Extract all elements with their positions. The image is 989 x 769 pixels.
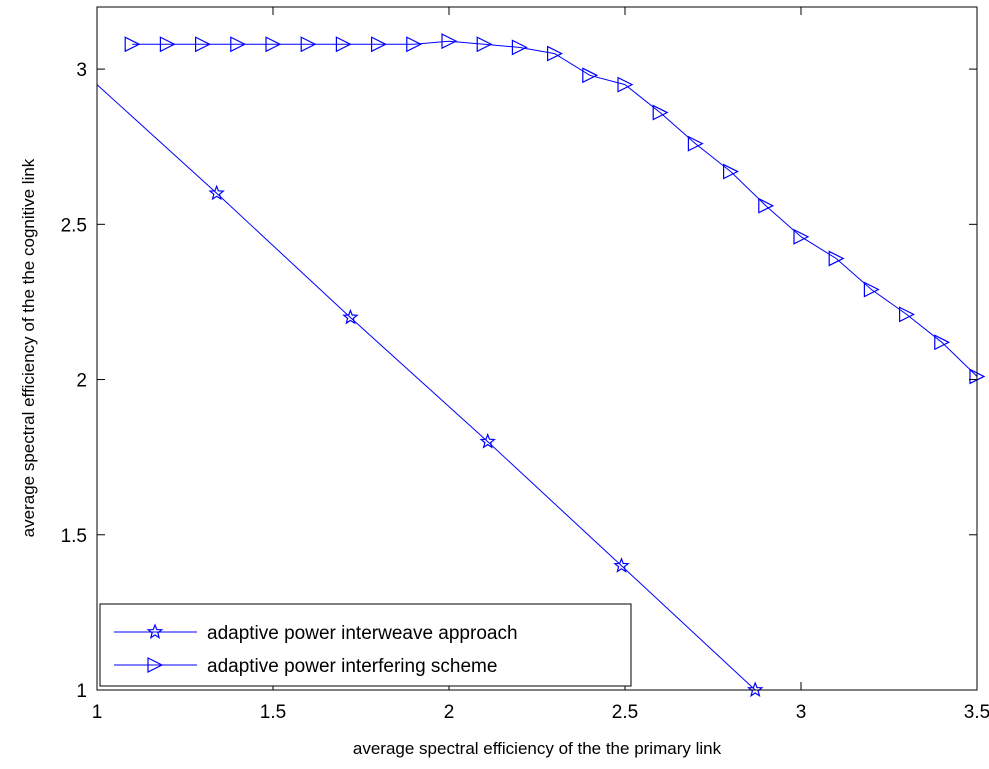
series-0-marker-2 <box>479 432 496 449</box>
series-1-marker-18 <box>758 197 775 214</box>
series-1-marker-15 <box>652 104 669 121</box>
series-1-marker-14 <box>617 76 634 93</box>
y-tick-label-4: 3 <box>76 60 87 81</box>
series-0 <box>96 84 764 698</box>
series-1-marker-4 <box>265 36 282 53</box>
series-1-marker-22 <box>898 306 915 323</box>
series-1-line <box>132 40 978 377</box>
series-1-marker-2 <box>195 36 211 53</box>
series-1-marker-6 <box>335 36 352 53</box>
series-1-marker-11 <box>511 39 528 56</box>
series-1-marker-3 <box>230 36 247 53</box>
legend-label-1: adaptive power interfering scheme <box>207 656 497 677</box>
series-1-marker-19 <box>793 228 810 245</box>
series-layer <box>96 33 986 698</box>
series-0-marker-4 <box>746 681 764 698</box>
series-1-marker-23 <box>934 334 951 351</box>
x-tick-label-3: 2.5 <box>612 702 638 723</box>
series-1-marker-16 <box>687 135 704 152</box>
series-0-marker-3 <box>613 557 630 573</box>
plot-frame <box>96 6 978 691</box>
x-tick-label-2: 2 <box>444 702 455 723</box>
plot-background <box>97 7 977 690</box>
series-1-marker-17 <box>722 163 739 180</box>
y-tick-label-3: 2.5 <box>61 215 87 236</box>
x-tick-label-0: 1 <box>92 702 103 723</box>
series-1-marker-10 <box>476 36 493 53</box>
y-tick-label-0: 1 <box>76 681 87 702</box>
series-1-marker-13 <box>582 67 599 84</box>
series-0-line <box>96 84 756 691</box>
series-0-marker-0 <box>208 184 225 201</box>
series-1 <box>124 33 986 385</box>
x-tick-label-5: 3.5 <box>964 702 989 723</box>
series-1-marker-7 <box>371 36 387 53</box>
ticks-layer: 1 1.5 2 2.5 3 3.5 1 1.5 2 2.5 3 <box>61 7 989 723</box>
legend: adaptive power interweave approach adapti… <box>99 603 632 687</box>
series-1-marker-1 <box>159 36 176 53</box>
y-axis-label: average spectral efficiency of the the c… <box>19 158 38 537</box>
x-axis-label: average spectral efficiency of the the p… <box>353 739 722 758</box>
x-tick-label-4: 3 <box>796 702 807 723</box>
series-0-marker-1 <box>342 308 359 325</box>
legend-0-marker-0 <box>146 623 164 640</box>
series-1-marker-5 <box>300 36 317 53</box>
series-1-marker-20 <box>828 250 845 267</box>
series-1-marker-0 <box>124 36 141 53</box>
series-1-marker-9 <box>441 33 458 50</box>
y-tick-label-2: 2 <box>76 371 87 392</box>
series-1-marker-12 <box>546 45 563 62</box>
series-1-marker-8 <box>406 36 423 53</box>
legend-box <box>99 603 632 687</box>
x-tick-label-1: 1.5 <box>260 702 286 723</box>
legend-1-marker-0 <box>147 657 164 673</box>
y-tick-label-1: 1.5 <box>61 526 87 547</box>
series-1-marker-21 <box>863 281 880 298</box>
legend-label-0: adaptive power interweave approach <box>207 623 518 644</box>
